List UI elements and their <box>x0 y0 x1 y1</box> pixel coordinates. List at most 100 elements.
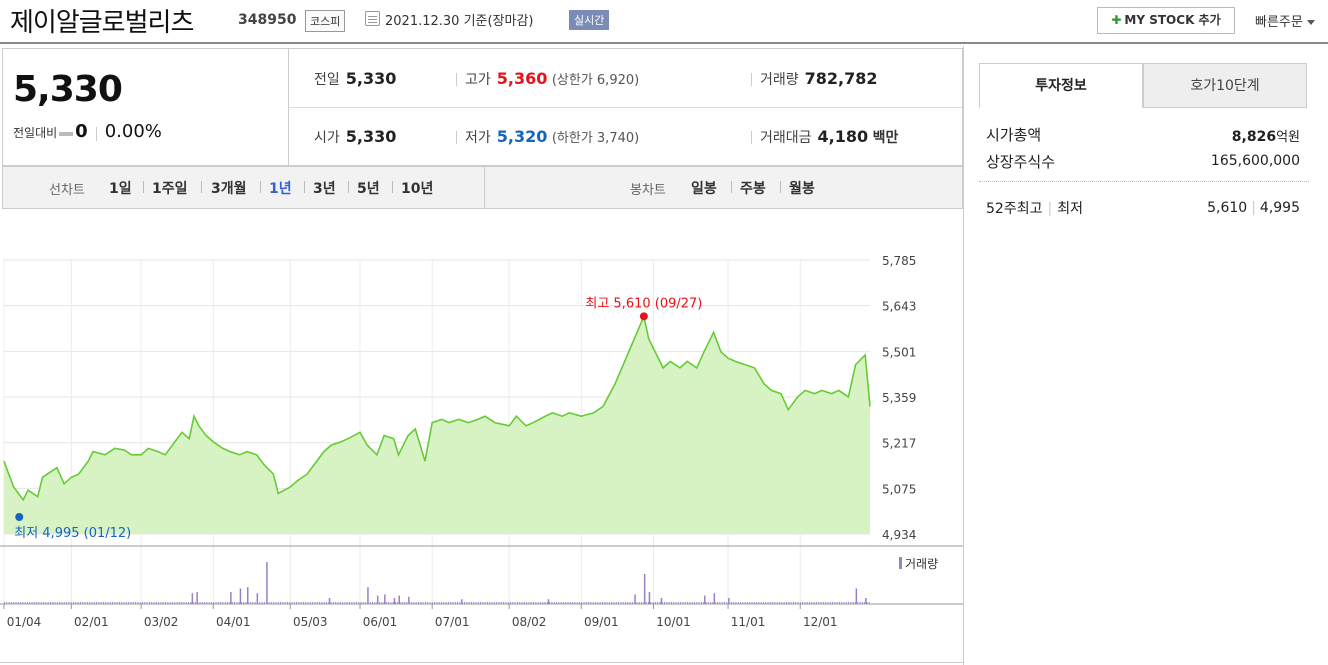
volume-bar <box>758 602 760 604</box>
volume-bar <box>206 602 208 604</box>
volume-bar <box>841 602 843 604</box>
line-chart-label: 선차트 <box>49 183 85 198</box>
period-5y[interactable]: 5년 <box>357 181 380 197</box>
volume-bar <box>230 592 232 604</box>
tab-invest-info[interactable]: 투자정보 <box>979 63 1143 108</box>
period-1w[interactable]: 1주일 <box>152 181 188 197</box>
volume-bar <box>247 587 249 604</box>
volume-bar <box>645 602 647 604</box>
volume-bar <box>802 602 804 604</box>
realtime-button[interactable]: 실시간 <box>569 10 610 30</box>
volume-bar <box>222 602 224 604</box>
volume-bar <box>859 602 861 604</box>
y-tick-label: 5,785 <box>882 254 916 268</box>
volume-bar <box>769 602 771 604</box>
volume-bar <box>438 602 440 604</box>
volume-bar <box>142 602 143 604</box>
volume-bar <box>339 602 341 604</box>
quick-order-dropdown[interactable]: 빠른주문 <box>1255 11 1315 30</box>
period-1d[interactable]: 1일 <box>109 181 132 197</box>
max-label: 최고 5,610 (09/27) <box>585 296 702 311</box>
volume-bar <box>316 602 318 604</box>
volume-bar <box>328 598 331 604</box>
volume-bar <box>539 602 541 604</box>
volume-bar <box>590 602 592 604</box>
volume-bar <box>687 602 689 604</box>
volume-bar <box>604 602 606 604</box>
volume-bar <box>664 602 666 604</box>
volume-bar <box>528 602 530 604</box>
volume-bar <box>742 602 744 604</box>
volume-bar <box>289 602 291 604</box>
volume-bar <box>694 602 695 604</box>
volume-bar <box>744 602 746 604</box>
volume-bar <box>217 602 219 604</box>
tab-hoga-10[interactable]: 호가10단계 <box>1143 63 1307 108</box>
volume-bar <box>86 602 88 604</box>
volume-bar <box>137 602 139 604</box>
volume-bar <box>537 602 539 604</box>
volume-bar <box>275 602 277 604</box>
volume-bar <box>500 602 502 604</box>
volume-bar <box>666 602 668 604</box>
period-3y[interactable]: 3년 <box>313 181 336 197</box>
volume-bar <box>864 602 866 604</box>
candle-daily[interactable]: 일봉 <box>691 181 717 197</box>
volume-bar <box>767 602 769 604</box>
volume-bar <box>611 602 613 604</box>
volume-bar <box>507 602 509 604</box>
volume-bar <box>484 602 486 604</box>
volume-bar <box>523 602 525 604</box>
volume-bar <box>146 602 148 604</box>
calendar-icon <box>365 11 380 26</box>
y-tick-label: 5,075 <box>882 482 916 496</box>
volume-bar <box>629 602 631 604</box>
volume-bar <box>776 602 778 604</box>
volume-bar <box>466 602 468 604</box>
x-tick-label: 05/03 <box>293 615 328 629</box>
volume-bar <box>393 598 396 604</box>
volume-bar <box>560 602 562 604</box>
prev-close: 전일 5,330 <box>314 69 397 88</box>
volume-bar <box>806 602 808 604</box>
volume-bar <box>592 602 594 604</box>
volume-bar <box>526 602 528 604</box>
volume-bar <box>595 602 597 604</box>
volume-bar <box>181 602 183 604</box>
volume-bar <box>176 602 178 604</box>
volume-bar <box>383 602 385 604</box>
period-3m[interactable]: 3개월 <box>211 181 247 197</box>
volume-bar <box>648 602 649 604</box>
volume-bar <box>788 602 790 604</box>
volume-bar <box>220 602 222 604</box>
volume-bar <box>273 602 275 604</box>
volume-bar <box>809 602 810 604</box>
my-stock-add-button[interactable]: ✚ MY STOCK 추가 <box>1097 7 1235 34</box>
volume-bar <box>378 602 380 604</box>
volume-bar <box>533 602 534 604</box>
volume-bar <box>215 602 217 604</box>
volume-bar <box>183 602 185 604</box>
candle-weekly[interactable]: 주봉 <box>740 181 766 197</box>
volume-bar <box>482 602 484 604</box>
base-date: 2021.12.30 기준(장마감) <box>385 14 534 29</box>
period-10y[interactable]: 10년 <box>401 181 434 197</box>
candle-monthly[interactable]: 월봉 <box>789 181 815 197</box>
volume-bar <box>848 602 850 604</box>
volume-bar <box>160 602 162 604</box>
volume-bar <box>746 602 748 604</box>
volume-bar <box>77 602 79 604</box>
volume-bar <box>530 602 532 604</box>
volume-bar <box>300 602 302 604</box>
volume-bar <box>510 602 511 604</box>
period-1y[interactable]: 1년 <box>269 181 292 197</box>
volume-bar <box>553 602 555 604</box>
volume-bar <box>427 602 429 604</box>
volume-bar <box>703 602 705 604</box>
volume-bar <box>196 592 198 604</box>
volume-bar <box>638 602 640 604</box>
volume-bar <box>234 602 235 604</box>
volume-bar <box>52 602 54 604</box>
volume-bar <box>461 599 463 604</box>
volume-bar <box>135 602 137 604</box>
